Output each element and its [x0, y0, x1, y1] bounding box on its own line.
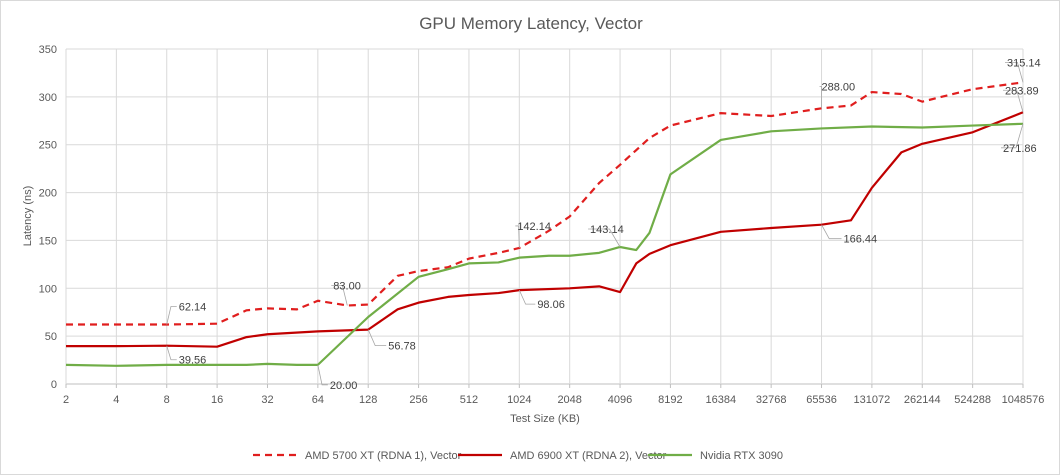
annotation-leader-line: [367, 329, 387, 347]
data-label: 98.06: [537, 299, 565, 311]
annotation-leader-line: [821, 224, 842, 240]
data-label: 39.56: [179, 355, 207, 367]
annotation-leader-line: [819, 85, 822, 109]
x-tick-label: 16384: [705, 394, 736, 406]
x-tick-label: 1024: [507, 394, 531, 406]
x-tick-label: 32: [261, 394, 273, 406]
y-tick-label: 250: [39, 140, 57, 152]
data-label: 271.86: [1003, 143, 1037, 155]
x-tick-label: 2048: [557, 394, 581, 406]
data-label: 142.14: [517, 221, 551, 233]
x-tick-label: 131072: [854, 394, 891, 406]
annotation-leader-line: [518, 289, 536, 305]
x-axis-label: Test Size (KB): [510, 413, 580, 425]
y-tick-label: 300: [39, 92, 57, 104]
x-tick-label: 4096: [608, 394, 632, 406]
y-tick-label: 100: [39, 283, 57, 295]
annotation-leader-line: [1001, 123, 1024, 149]
legend-entry-1: AMD 5700 XT (RDNA 1), Vector: [305, 450, 462, 462]
series-line-3: [65, 122, 1024, 367]
annotation-leader-line: [588, 228, 621, 248]
data-label: 143.14: [590, 224, 624, 236]
x-tick-label: 128: [359, 394, 377, 406]
x-tick-label: 1048576: [1002, 394, 1045, 406]
annotation-leader-line: [166, 306, 177, 325]
x-tick-label: 65536: [806, 394, 837, 406]
chart-title: GPU Memory Latency, Vector: [419, 14, 643, 33]
x-tick-label: 256: [409, 394, 427, 406]
annotation-leader-line: [317, 364, 328, 386]
y-tick-label: 350: [39, 44, 57, 56]
x-tick-label: 32768: [756, 394, 787, 406]
y-tick-label: 50: [45, 331, 57, 343]
x-tick-label: 16: [211, 394, 223, 406]
annotation-leader-line: [166, 345, 177, 361]
y-axis-label: Latency (ns): [22, 186, 34, 247]
legend-entry-2: AMD 6900 XT (RDNA 2), Vector: [510, 450, 667, 462]
y-tick-label: 150: [39, 235, 57, 247]
legend: AMD 5700 XT (RDNA 1), Vector AMD 6900 XT …: [253, 450, 783, 462]
x-tick-label: 8: [164, 394, 170, 406]
data-label: 166.44: [844, 234, 878, 246]
x-tick-label: 8192: [658, 394, 682, 406]
y-tick-label: 200: [39, 188, 57, 200]
x-tick-label: 524288: [954, 394, 991, 406]
x-tick-label: 512: [460, 394, 478, 406]
x-tick-label: 4: [113, 394, 119, 406]
data-label: 283.89: [1005, 85, 1039, 97]
x-tick-label: 2: [63, 394, 69, 406]
series-line-2: [66, 111, 1024, 348]
annotation-leader-line: [1003, 89, 1024, 113]
data-label: 83.00: [333, 281, 361, 293]
x-axis-ticks: 2 4 8 16 32 64 128 256 512 1024 2048 4096 8192 16384 3…: [63, 384, 1044, 406]
data-label: 315.14: [1007, 57, 1041, 69]
annotation-leader-line: [515, 225, 520, 248]
data-label: 56.78: [388, 341, 416, 353]
x-tick-label: 64: [312, 394, 324, 406]
data-label: 62.14: [179, 302, 207, 314]
y-tick-label: 0: [51, 379, 57, 391]
annotation-leader-line: [1005, 61, 1024, 83]
data-annotations: 62.14 39.56 83.00 56.78 20.00 142.14 98.06 143.…: [166, 57, 1041, 392]
data-label: 20.00: [330, 380, 358, 392]
gridlines: [65, 48, 1024, 385]
legend-entry-3: Nvidia RTX 3090: [700, 450, 783, 462]
x-tick-label: 262144: [904, 394, 941, 406]
annotation-leader-line: [331, 285, 348, 306]
data-label: 288.00: [822, 81, 856, 93]
y-axis-ticks: 0 50 100 150 200 250 300 350: [39, 44, 57, 391]
